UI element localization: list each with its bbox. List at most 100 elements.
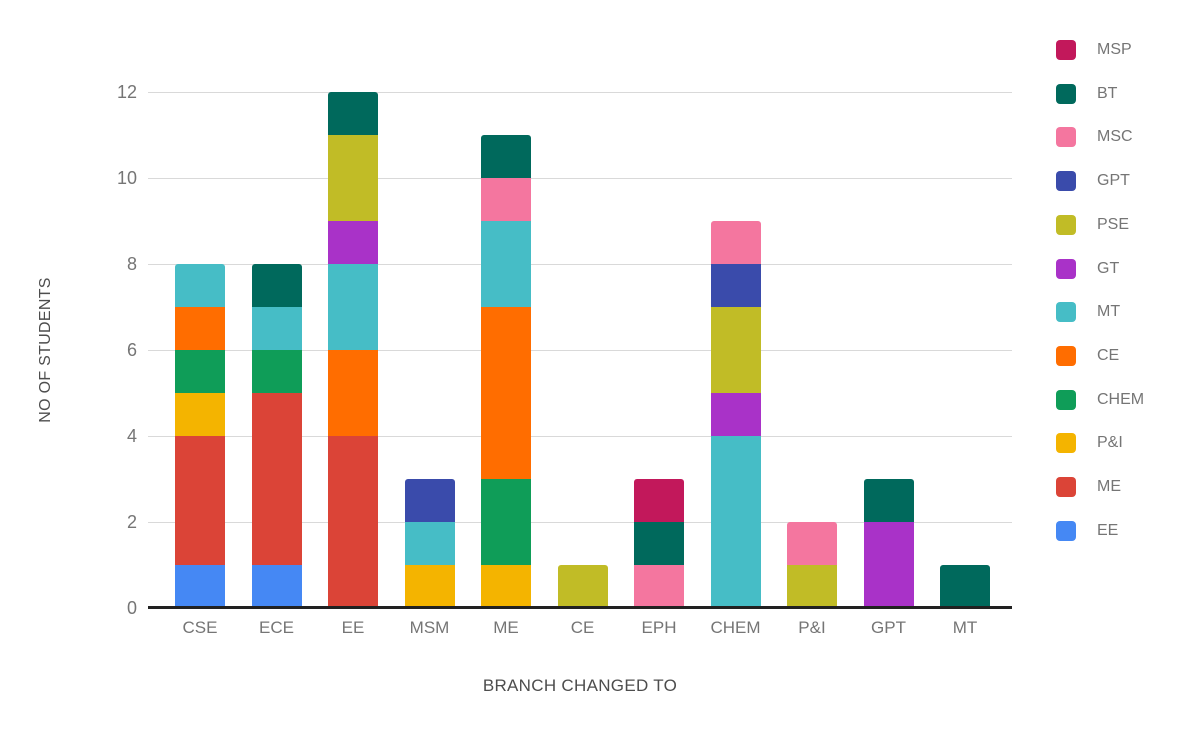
bar-segment-MSM-GPT[interactable] bbox=[404, 479, 455, 522]
legend-item-BT[interactable]: BT bbox=[1056, 83, 1117, 105]
legend-item-MSP[interactable]: MSP bbox=[1056, 39, 1132, 61]
bar-segment-ME-CHEM[interactable] bbox=[481, 479, 531, 565]
x-tick-label-MSM: MSM bbox=[409, 618, 450, 637]
y-tick-label-10: 10 bbox=[116, 168, 137, 188]
x-tick-label-MT: MT bbox=[952, 618, 978, 637]
x-tick-label-CHEM: CHEM bbox=[710, 618, 761, 637]
legend-label: CHEM bbox=[1097, 390, 1145, 408]
bar-segment-ME-MSC[interactable] bbox=[481, 178, 531, 221]
bar-segment-ME-CE[interactable] bbox=[481, 307, 531, 479]
legend-swatch-icon bbox=[1056, 433, 1076, 454]
bar-segment-EE-BT[interactable] bbox=[328, 92, 378, 135]
bar-segment-CSE-EE[interactable] bbox=[175, 565, 225, 608]
bar-segment-GPT-BT[interactable] bbox=[863, 479, 914, 522]
bar-segment-ECE-MT[interactable] bbox=[251, 307, 302, 350]
legend-swatch-icon bbox=[1056, 214, 1076, 235]
plot-area bbox=[148, 91, 1012, 609]
bar-segment-CHEM-GT[interactable] bbox=[710, 393, 761, 436]
bar-segment-EE-ME[interactable] bbox=[328, 436, 378, 608]
legend-swatch-icon bbox=[1056, 83, 1076, 104]
bar-segment-ME-P&I[interactable] bbox=[481, 565, 531, 608]
legend-item-EE[interactable]: EE bbox=[1056, 520, 1118, 542]
bar-segment-ME-MT[interactable] bbox=[481, 221, 531, 307]
legend-item-PSE[interactable]: PSE bbox=[1056, 214, 1129, 236]
gridline-12 bbox=[148, 91, 1012, 93]
y-tick-label-0: 0 bbox=[126, 598, 137, 618]
bar-segment-MT-BT[interactable] bbox=[940, 565, 990, 608]
y-tick-label-4: 4 bbox=[126, 426, 137, 446]
legend-swatch-icon bbox=[1056, 171, 1076, 192]
legend-item-CHEM[interactable]: CHEM bbox=[1056, 389, 1144, 411]
legend-item-P&I[interactable]: P&I bbox=[1056, 432, 1123, 454]
legend-swatch-icon bbox=[1056, 477, 1076, 497]
x-tick-label-CE: CE bbox=[570, 618, 595, 637]
bar-segment-P&I-MSC[interactable] bbox=[787, 522, 837, 565]
legend-label: GPT bbox=[1097, 172, 1130, 190]
bar-segment-CSE-P&I[interactable] bbox=[175, 393, 225, 436]
bar-segment-EPH-MSC[interactable] bbox=[634, 565, 684, 608]
bar-segment-ECE-EE[interactable] bbox=[251, 565, 302, 608]
bar-segment-CHEM-PSE[interactable] bbox=[710, 307, 761, 393]
legend-item-MT[interactable]: MT bbox=[1056, 301, 1120, 323]
bar-segment-ECE-CHEM[interactable] bbox=[251, 350, 302, 393]
y-tick-label-8: 8 bbox=[126, 254, 137, 274]
gridline-2 bbox=[148, 521, 1012, 523]
bar-segment-CSE-MT[interactable] bbox=[175, 264, 225, 307]
legend-item-GPT[interactable]: GPT bbox=[1056, 170, 1130, 192]
legend-swatch-icon bbox=[1056, 345, 1076, 366]
legend-swatch-icon bbox=[1056, 389, 1076, 410]
gridline-6 bbox=[148, 349, 1012, 351]
legend-label: MSC bbox=[1097, 128, 1133, 146]
bar-segment-EE-CE[interactable] bbox=[328, 350, 378, 436]
bar-segment-CSE-CHEM[interactable] bbox=[175, 350, 225, 393]
x-axis-baseline bbox=[148, 606, 1012, 609]
x-axis-title: BRANCH CHANGED TO bbox=[482, 676, 678, 695]
gridline-10 bbox=[148, 177, 1012, 179]
legend-item-GT[interactable]: GT bbox=[1056, 258, 1119, 280]
bar-segment-EE-MT[interactable] bbox=[328, 264, 378, 350]
x-tick-label-EE: EE bbox=[341, 618, 365, 637]
legend-item-MSC[interactable]: MSC bbox=[1056, 126, 1133, 148]
legend-label: BT bbox=[1097, 84, 1118, 102]
legend-swatch-icon bbox=[1056, 40, 1076, 60]
x-tick-label-ECE: ECE bbox=[259, 618, 294, 637]
bar-segment-ME-BT[interactable] bbox=[481, 135, 531, 178]
bar-segment-CHEM-MT[interactable] bbox=[710, 436, 761, 608]
bar-segment-GPT-GT[interactable] bbox=[863, 522, 914, 608]
legend-swatch-icon bbox=[1056, 258, 1076, 279]
y-tick-label-12: 12 bbox=[116, 82, 137, 102]
y-tick-label-6: 6 bbox=[126, 340, 137, 360]
legend-label: MSP bbox=[1097, 41, 1132, 58]
bar-segment-EPH-MSP[interactable] bbox=[634, 479, 684, 522]
bar-segment-CHEM-MSC[interactable] bbox=[710, 221, 761, 264]
legend-item-CE[interactable]: CE bbox=[1056, 345, 1119, 367]
gridline-8 bbox=[148, 263, 1012, 265]
bar-segment-MSM-P&I[interactable] bbox=[404, 565, 455, 608]
legend-label: P&I bbox=[1097, 434, 1123, 452]
x-tick-label-P&I: P&I bbox=[798, 618, 826, 637]
x-tick-label-CSE: CSE bbox=[182, 618, 218, 637]
bar-segment-EE-PSE[interactable] bbox=[328, 135, 378, 221]
bar-segment-P&I-PSE[interactable] bbox=[787, 565, 837, 608]
bar-segment-ECE-BT[interactable] bbox=[251, 264, 302, 307]
legend-swatch-icon bbox=[1056, 302, 1076, 323]
legend-label: EE bbox=[1097, 521, 1119, 539]
legend-item-ME[interactable]: ME bbox=[1056, 476, 1121, 498]
legend-swatch-icon bbox=[1056, 127, 1076, 148]
bar-segment-CE-PSE[interactable] bbox=[557, 565, 608, 608]
bar-segment-EE-GT[interactable] bbox=[328, 221, 378, 264]
x-tick-label-ME: ME bbox=[493, 618, 519, 637]
bar-segment-MSM-MT[interactable] bbox=[404, 522, 455, 565]
bar-segment-CHEM-GPT[interactable] bbox=[710, 264, 761, 307]
bar-segment-ECE-ME[interactable] bbox=[251, 393, 302, 565]
bar-segment-EPH-BT[interactable] bbox=[634, 522, 684, 565]
legend-label: PSE bbox=[1097, 215, 1130, 233]
gridline-4 bbox=[148, 435, 1012, 437]
x-tick-label-GPT: GPT bbox=[871, 618, 906, 637]
bar-segment-CSE-ME[interactable] bbox=[175, 436, 225, 565]
legend-swatch-icon bbox=[1056, 520, 1076, 541]
bar-segment-CSE-CE[interactable] bbox=[175, 307, 225, 350]
legend-label: GT bbox=[1097, 259, 1120, 277]
y-tick-label-2: 2 bbox=[126, 512, 137, 532]
